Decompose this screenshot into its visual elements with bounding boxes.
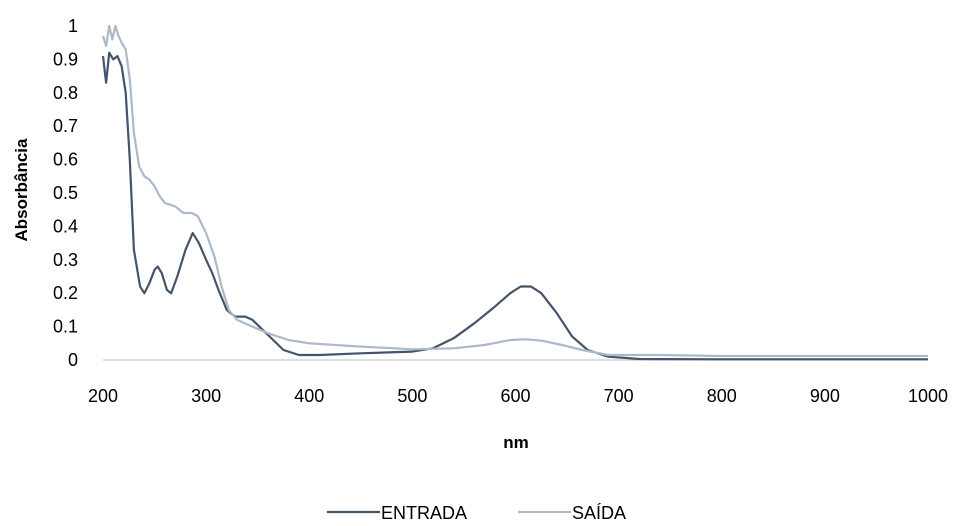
x-tick-label: 400	[294, 386, 324, 406]
legend: ENTRADA SAÍDA	[327, 503, 626, 523]
x-tick-label: 600	[500, 386, 530, 406]
x-axis-title: nm	[503, 433, 529, 452]
legend-label-entrada: ENTRADA	[381, 503, 467, 523]
x-tick-label: 700	[604, 386, 634, 406]
x-tick-label: 1000	[908, 386, 948, 406]
x-tick-label: 200	[88, 386, 118, 406]
y-axis-title: Absorbância	[12, 138, 31, 242]
y-tick-label: 0.8	[53, 83, 78, 103]
y-tick-label: 0.2	[53, 283, 78, 303]
series-line-saida	[101, 24, 928, 358]
x-tick-label: 900	[810, 386, 840, 406]
x-axis-tick-labels: 200 300 400 500 600 700 800 900 1000	[88, 386, 948, 406]
y-tick-label: 1	[68, 16, 78, 36]
x-tick-label: 500	[397, 386, 427, 406]
y-tick-label: 0.6	[53, 150, 78, 170]
y-tick-label: 0.4	[53, 216, 78, 236]
y-tick-label: 0.5	[53, 183, 78, 203]
legend-label-saida: SAÍDA	[572, 503, 626, 523]
y-tick-label: 0.7	[53, 116, 78, 136]
y-tick-label: 0.3	[53, 250, 78, 270]
series-lines	[101, 24, 928, 361]
series-line-entrada	[101, 51, 928, 361]
y-tick-label: 0.1	[53, 317, 78, 337]
y-axis-tick-labels: 0 0.1 0.2 0.3 0.4 0.5 0.6 0.7 0.8 0.9 1	[53, 16, 78, 370]
x-tick-label: 800	[707, 386, 737, 406]
y-tick-label: 0	[68, 350, 78, 370]
y-tick-label: 0.9	[53, 49, 78, 69]
x-tick-label: 300	[191, 386, 221, 406]
